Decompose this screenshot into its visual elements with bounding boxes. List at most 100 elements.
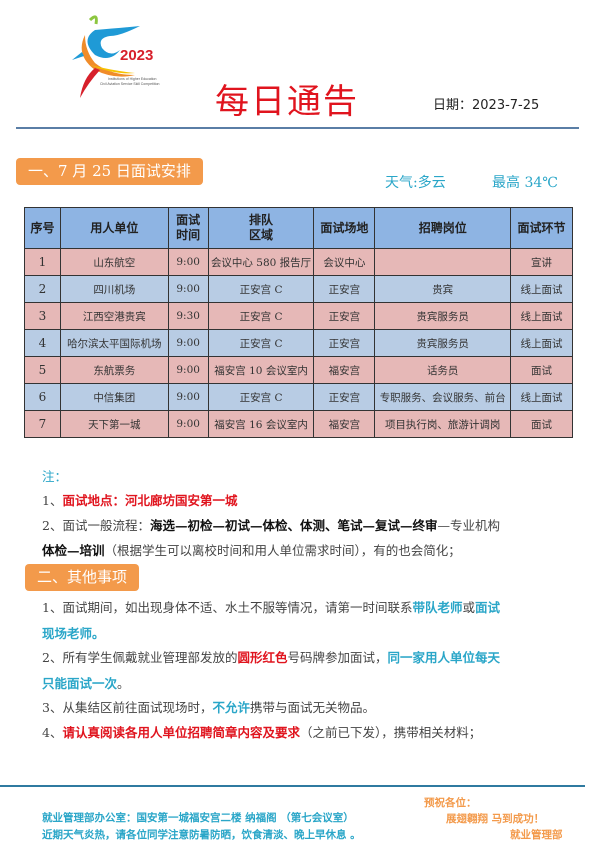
item-text: 或 — [462, 600, 475, 615]
table-cell: 正安宫 C — [207, 275, 315, 303]
item-highlight: 同一家用人单位每天 — [387, 650, 501, 665]
table-cell: 专职服务、会议服务、前台 — [374, 383, 512, 411]
table-cell: 宣讲 — [510, 248, 573, 276]
column-header: 招聘岗位 — [374, 207, 512, 249]
table-cell: 中信集团 — [59, 383, 169, 411]
table-cell: 6 — [24, 383, 61, 411]
table-cell: 9:00 — [167, 275, 209, 303]
footer-wish-1: 预祝各位： — [424, 797, 477, 809]
table-cell: 会议中心 — [313, 248, 376, 276]
table-cell: 线上面试 — [510, 329, 573, 357]
item-3: 3、从集结区前往面试现场时，不允许携带与面试无关物品。 — [42, 697, 375, 716]
item-4: 4、请认真阅读各用人单位招聘简章内容及要求（之前已下发），携带相关材料； — [42, 722, 481, 741]
date-value: 2023-7-25 — [472, 98, 540, 113]
table-row: 4 哈尔滨太平国际机场 9:00 正安宫 C 正安宫 贵宾服务员 线上面试 — [24, 329, 573, 357]
note-1: 1、面试地点：河北廊坊国安第一城 — [42, 490, 237, 509]
table-cell: 福安宫 16 会议室内 — [207, 410, 315, 438]
table-header-row: 序号 用人单位 面试 时间 排队 区域 面试场地 招聘岗位 面试环节 — [24, 207, 573, 249]
column-header: 用人单位 — [59, 207, 169, 249]
table-cell: 线上面试 — [510, 302, 573, 330]
table-cell: 东航票务 — [59, 356, 169, 384]
item-text: 2、所有学生佩戴就业管理部发放的 — [42, 650, 238, 665]
table-cell: 江西空港贵宾 — [59, 302, 169, 330]
section-2-header: 二、其他事项 — [25, 564, 140, 591]
table-cell: 线上面试 — [510, 383, 573, 411]
table-cell: 9:00 — [167, 356, 209, 384]
item-text: 3、从集结区前往面试现场时， — [42, 700, 213, 715]
header-divider — [16, 127, 579, 129]
item-1: 1、面试期间，如出现身体不适、水土不服等情况，请第一时间联系带队老师或面试 — [42, 597, 500, 616]
item-highlight: 圆形红色 — [237, 650, 288, 665]
footer-divider — [0, 785, 585, 787]
table-cell: 9:00 — [167, 248, 209, 276]
item-text: 携带与面试无关物品。 — [249, 700, 375, 715]
table-cell: 正安宫 — [313, 383, 376, 411]
table-cell: 四川机场 — [59, 275, 169, 303]
svg-text:Civil Aviation Service Skill C: Civil Aviation Service Skill Competition — [100, 82, 160, 86]
item-highlight: 请认真阅读各用人单位招聘简章内容及要求 — [62, 725, 300, 740]
footer-dept: 就业管理部 — [510, 829, 563, 841]
item-text: 号码牌参加面试， — [287, 650, 388, 665]
table-row: 2 四川机场 9:00 正安宫 C 正安宫 贵宾 线上面试 — [24, 275, 573, 303]
page-title: 每日通告 — [215, 83, 359, 121]
column-header: 面试环节 — [510, 207, 573, 249]
interview-schedule-table: 序号 用人单位 面试 时间 排队 区域 面试场地 招聘岗位 面试环节 1 山东航空 9:00 会议… — [24, 207, 573, 438]
item-1-cont: 现场老师。 — [42, 626, 105, 641]
table-cell: 正安宫 — [313, 329, 376, 357]
table-cell: 天下第一城 — [59, 410, 169, 438]
column-header: 面试 时间 — [167, 207, 209, 249]
table-cell: 9:00 — [167, 383, 209, 411]
note-2-rest: —专业机构 — [437, 518, 500, 533]
note-2-cont: 体检—培训（根据学生可以离校时间和用人单位需求时间），有的也会简化； — [42, 540, 461, 559]
table-cell: 2 — [24, 275, 61, 303]
table-cell: 正安宫 — [313, 275, 376, 303]
note-2b-rest: （根据学生可以离校时间和用人单位需求时间），有的也会简化； — [104, 543, 461, 558]
item-text: 4、 — [42, 725, 63, 740]
table-cell: 9:30 — [167, 302, 209, 330]
table-cell: 哈尔滨太平国际机场 — [59, 329, 169, 357]
note-2-process: 海选—初检—初试—体检、体测、笔试—复试—终审 — [149, 518, 438, 533]
note-2-prefix: 2、面试一般流程： — [42, 518, 150, 533]
table-cell: 贵宾服务员 — [374, 329, 512, 357]
svg-text:2023: 2023 — [120, 47, 153, 64]
footer-office: 就业管理部办公室：国安第一城福安宫二楼 纳福阁 （第七会议室） — [42, 812, 354, 824]
table-cell: 面试 — [510, 410, 573, 438]
table-cell: 7 — [24, 410, 61, 438]
table-cell: 9:00 — [167, 410, 209, 438]
item-text: 1、面试期间，如出现身体不适、水土不服等情况，请第一时间联系 — [42, 600, 413, 615]
item-text: 。 — [117, 676, 130, 691]
weather: 天气:多云 — [385, 175, 446, 191]
table-cell: 贵宾服务员 — [374, 302, 512, 330]
table-cell: 正安宫 C — [207, 383, 315, 411]
column-header: 排队 区域 — [207, 207, 315, 249]
table-cell: 福安宫 — [313, 356, 376, 384]
table-cell: 话务员 — [374, 356, 512, 384]
item-text: （之前已下发），携带相关材料； — [299, 725, 482, 740]
note-1-prefix: 1、 — [42, 493, 63, 508]
note-1-text: 面试地点：河北廊坊国安第一城 — [62, 493, 238, 508]
column-header: 面试场地 — [313, 207, 376, 249]
item-2-cont: 只能面试一次。 — [42, 673, 130, 692]
table-cell: 5 — [24, 356, 61, 384]
item-highlight: 只能面试一次 — [42, 676, 118, 691]
table-cell: 面试 — [510, 356, 573, 384]
item-highlight: 带队老师 — [412, 600, 463, 615]
table-row: 1 山东航空 9:00 会议中心 580 报告厅 会议中心 宣讲 — [24, 248, 573, 276]
table-row: 3 江西空港贵宾 9:30 正安宫 C 正安宫 贵宾服务员 线上面试 — [24, 302, 573, 330]
table-cell: 福安宫 10 会议室内 — [207, 356, 315, 384]
item-2: 2、所有学生佩戴就业管理部发放的圆形红色号码牌参加面试，同一家用人单位每天 — [42, 647, 500, 666]
column-header: 序号 — [24, 207, 61, 249]
table-cell — [374, 248, 512, 276]
table-cell: 4 — [24, 329, 61, 357]
table-cell: 正安宫 C — [207, 329, 315, 357]
svg-text:Institutions of Higher Educati: Institutions of Higher Education — [108, 77, 156, 81]
note-2: 2、面试一般流程：海选—初检—初试—体检、体测、笔试—复试—终审—专业机构 — [42, 515, 500, 534]
note-2b-bold: 体检—培训 — [42, 543, 105, 558]
item-highlight: 面试 — [475, 600, 501, 615]
table-cell: 项目执行岗、旅游计调岗 — [374, 410, 512, 438]
footer-tip: 近期天气炎热，请各位同学注意防暑防晒，饮食清淡、晚上早休息 。 — [42, 829, 361, 841]
table-cell: 会议中心 580 报告厅 — [207, 248, 315, 276]
table-cell: 线上面试 — [510, 275, 573, 303]
table-row: 6 中信集团 9:00 正安宫 C 正安宫 专职服务、会议服务、前台 线上面试 — [24, 383, 573, 411]
competition-logo: 2023 Institutions of Higher Education Ci… — [60, 10, 170, 100]
